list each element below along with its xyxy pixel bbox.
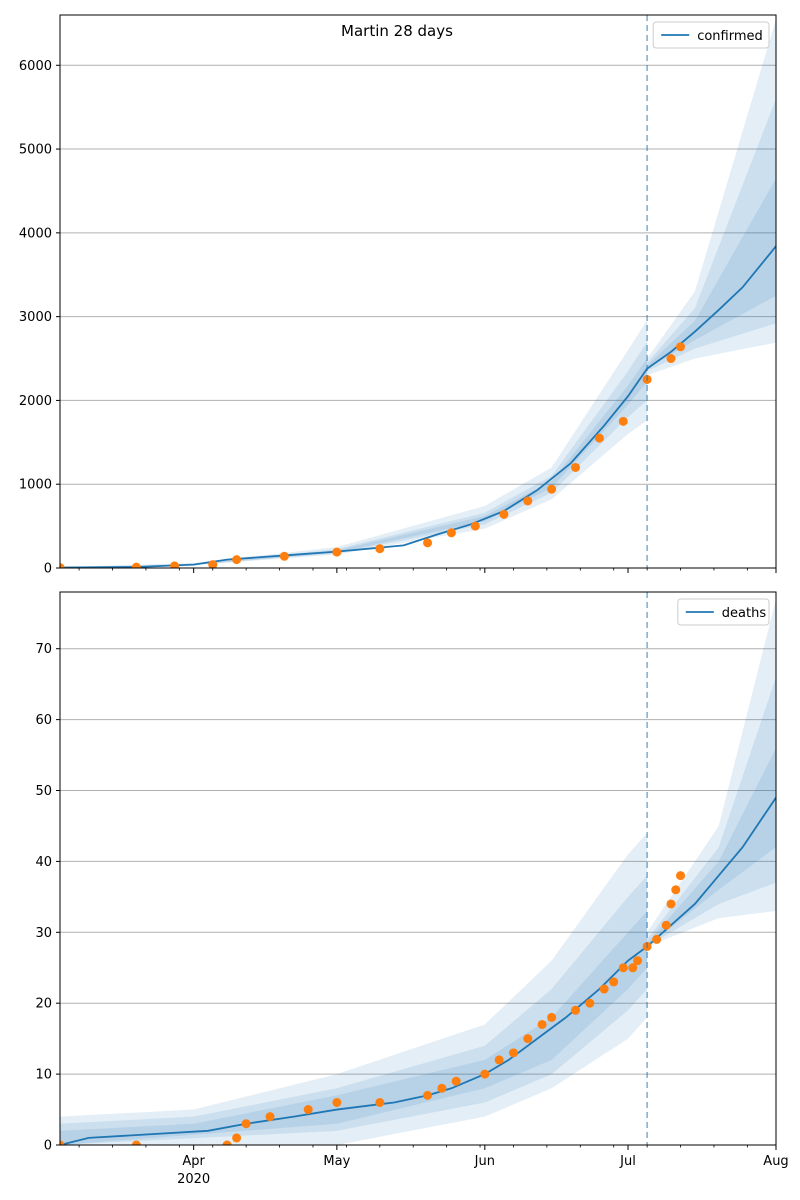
axes-frame [59, 591, 777, 1146]
observed-point [437, 1083, 447, 1093]
observed-point [470, 521, 480, 531]
observed-point [618, 416, 628, 426]
x-tick-label: May [323, 1154, 350, 1169]
observed-point [303, 1105, 313, 1115]
uncertainty-band [60, 19, 776, 568]
legend-label: confirmed [697, 29, 763, 44]
x-tick-label: Jul [619, 1154, 636, 1169]
observed-point [131, 562, 141, 568]
y-tick-label: 60 [35, 713, 52, 728]
observed-point [547, 484, 557, 494]
observed-point [618, 963, 628, 973]
observed-point [661, 920, 671, 930]
x-tick-label: Apr [182, 1154, 205, 1169]
observed-point [232, 1133, 242, 1143]
observed-point [494, 1055, 504, 1065]
y-tick-label: 10 [35, 1068, 52, 1083]
observed-point [537, 1019, 547, 1029]
x-tick-sublabel: 2020 [177, 1172, 210, 1187]
uncertainty-band [60, 178, 776, 568]
y-tick-label: 50 [35, 784, 52, 799]
y-tick-label: 40 [35, 855, 52, 870]
observed-point [676, 871, 686, 881]
observed-point [571, 1005, 581, 1015]
observed-point [652, 934, 662, 944]
y-tick-label: 2000 [19, 394, 52, 409]
model-line [60, 797, 776, 1145]
observed-point [609, 977, 619, 987]
y-tick-label: 0 [44, 1139, 52, 1154]
legend-box [677, 598, 770, 626]
observed-point [279, 551, 289, 561]
y-tick-label: 0 [44, 562, 52, 577]
observed-point [594, 433, 604, 443]
observed-point [499, 509, 509, 519]
observed-point [423, 538, 433, 548]
plot-area [60, 19, 776, 568]
model-line [60, 245, 776, 568]
observed-point [508, 1048, 518, 1058]
observed-point [131, 1140, 141, 1145]
observed-point [480, 1069, 490, 1079]
observed-point [265, 1112, 275, 1122]
figure-title: Martin 28 days [341, 22, 453, 40]
x-tick-label: Aug [763, 1154, 788, 1169]
legend-label: deaths [722, 606, 767, 621]
observed-point [547, 1012, 557, 1022]
y-tick-label: 30 [35, 926, 52, 941]
observed-point [60, 1140, 65, 1145]
observed-point [599, 984, 609, 994]
observed-point [523, 1034, 533, 1044]
y-tick-label: 70 [35, 642, 52, 657]
observed-point [423, 1090, 433, 1100]
observed-point [332, 547, 342, 557]
observed-point [332, 1097, 342, 1107]
uncertainty-band [60, 677, 776, 1145]
observed-point [666, 899, 676, 909]
x-tick-label: Jun [474, 1154, 495, 1169]
observed-point [208, 560, 218, 568]
observed-point [232, 555, 242, 565]
plot-area [60, 599, 776, 1145]
observed-point [676, 342, 686, 352]
observed-point [222, 1140, 232, 1145]
observed-point [633, 956, 643, 966]
observed-point [523, 496, 533, 506]
axes-frame [59, 14, 777, 569]
observed-point [628, 963, 638, 973]
deaths-panel: 0 10 20 30 40 50 60 70 Apr 2020 May Jun Jul Aug deaths [35, 591, 789, 1187]
y-tick-label: 4000 [19, 226, 52, 241]
observed-point [671, 885, 681, 895]
observed-point [60, 563, 65, 568]
y-tick-label: 3000 [19, 310, 52, 325]
observed-point [446, 528, 456, 538]
y-tick-label: 5000 [19, 143, 52, 158]
observed-point [571, 462, 581, 472]
y-tick-label: 1000 [19, 478, 52, 493]
confirmed-panel: 0 1000 2000 3000 4000 5000 6000 confirmed [19, 14, 777, 577]
observed-point [585, 998, 595, 1008]
observed-point [241, 1119, 251, 1129]
observed-point [451, 1076, 461, 1086]
observed-point [666, 354, 676, 364]
observed-point [375, 1097, 385, 1107]
legend-box [652, 21, 770, 49]
uncertainty-band [60, 747, 776, 1145]
y-tick-label: 20 [35, 997, 52, 1012]
uncertainty-band [60, 599, 776, 1145]
y-tick-label: 6000 [19, 59, 52, 74]
observed-point [375, 544, 385, 554]
observed-point [170, 561, 180, 568]
